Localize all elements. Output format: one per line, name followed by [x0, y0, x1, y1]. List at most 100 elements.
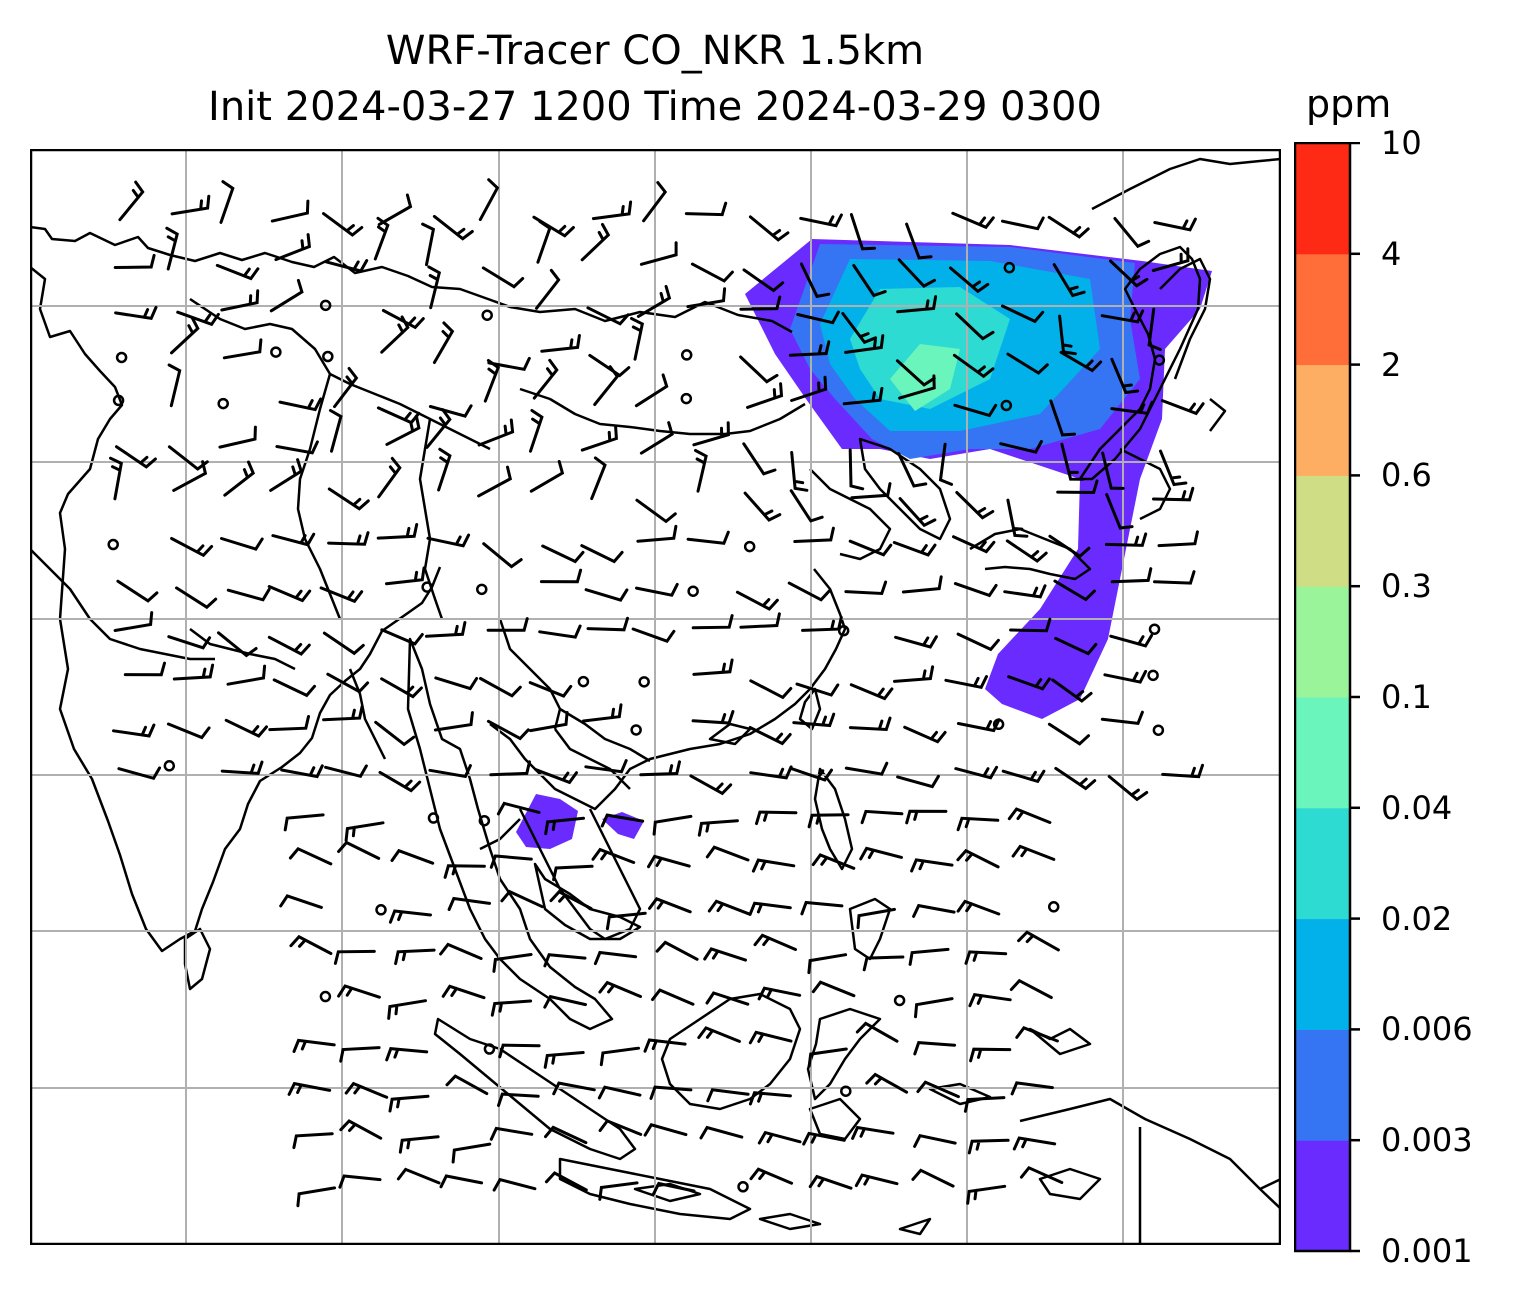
wind-barb [425, 621, 467, 638]
wind-barb [691, 710, 735, 725]
wind-barb [1007, 807, 1052, 824]
wind-barb [487, 356, 531, 371]
wind-barb [167, 363, 182, 408]
wind-barb [280, 764, 324, 779]
colorbar-frame [1294, 142, 1352, 1253]
wind-barb [787, 581, 831, 602]
calm-wind-circle [638, 676, 650, 688]
wind-barb [380, 677, 423, 699]
wind-barb [396, 1167, 441, 1185]
wind-barb [896, 774, 940, 789]
wind-barb [268, 715, 310, 732]
wind-barb [380, 628, 424, 646]
wind-barb [739, 612, 781, 629]
wind-barb [898, 374, 936, 400]
calm-wind-circle [1000, 399, 1013, 412]
calm-wind-circle [687, 585, 699, 597]
wind-barb [176, 310, 220, 327]
wind-barb [428, 764, 472, 779]
wind-barb [481, 266, 525, 289]
wind-barb [218, 425, 257, 449]
wind-barb [580, 425, 618, 452]
calm-wind-circle [319, 299, 332, 312]
calm-wind-circle [680, 392, 693, 405]
wind-barb [1009, 978, 1053, 999]
wind-barb [792, 712, 836, 728]
wind-barb [1051, 678, 1093, 703]
wind-barb [631, 627, 676, 644]
wind-barb [586, 616, 629, 632]
wind-barb [1100, 710, 1144, 726]
wind-barb [543, 953, 587, 968]
wind-barb [432, 321, 455, 364]
wind-barb [380, 315, 410, 354]
wind-barb [580, 544, 624, 564]
wind-barb [376, 523, 419, 540]
wind-barb [441, 984, 486, 1000]
wind-barb [339, 1046, 381, 1063]
wind-barb [1009, 617, 1052, 633]
wind-barb [327, 531, 370, 546]
wind-barb [269, 458, 303, 492]
wind-barb [220, 289, 260, 312]
wind-barb [1109, 634, 1154, 648]
wind-barb [848, 448, 865, 491]
wind-barb [954, 765, 999, 780]
map-frame [30, 149, 1281, 1245]
wind-barb [333, 949, 376, 965]
colorbar-tick-marks [1350, 142, 1360, 1253]
wind-barb [799, 262, 831, 299]
wind-barb [605, 911, 647, 931]
wind-barb [788, 340, 831, 357]
wind-barb [482, 542, 523, 569]
wind-barb [751, 858, 796, 873]
wind-barb [802, 1131, 846, 1146]
wind-barb [636, 285, 672, 318]
wind-barb [532, 358, 559, 400]
wind-barb [1059, 350, 1103, 373]
wind-barb [580, 223, 611, 262]
wind-barb [1147, 307, 1162, 351]
wind-barb [1107, 775, 1149, 802]
wind-barb [956, 899, 1001, 916]
wind-barb [859, 846, 903, 861]
wind-barb [854, 1173, 899, 1188]
wind-barb [172, 663, 215, 681]
wind-barb [535, 268, 561, 310]
wind-barb [224, 718, 268, 738]
wind-barb [743, 491, 782, 522]
wind-barb [748, 1091, 792, 1106]
calm-wind-circle [319, 990, 332, 1003]
wind-barb [226, 588, 271, 602]
wind-barb [1015, 1025, 1059, 1043]
wind-barb [642, 181, 668, 223]
wind-barb [377, 456, 402, 499]
wind-barb [748, 901, 792, 916]
wind-barb [844, 761, 889, 776]
wind-barb [344, 1081, 389, 1099]
wind-barb [552, 864, 594, 882]
wind-barb [842, 386, 884, 406]
wind-barb [1100, 309, 1145, 324]
wind-barb [278, 397, 323, 412]
wind-barb [528, 681, 573, 698]
wind-barb [338, 1174, 382, 1189]
wind-barb [1104, 532, 1148, 547]
wind-barb [865, 1072, 909, 1094]
wind-barb [1109, 259, 1149, 288]
wind-barb [636, 524, 678, 543]
wind-barb [271, 532, 316, 547]
calm-wind-circle [1003, 261, 1016, 274]
wind-barb [443, 864, 486, 879]
calm-wind-circle [992, 718, 1005, 731]
calm-wind-circle [163, 760, 176, 772]
wind-barb [115, 445, 157, 469]
wind-barb [635, 498, 677, 524]
wind-barb [748, 726, 792, 746]
wind-barb [489, 1126, 534, 1141]
wind-barb [447, 896, 491, 911]
wind-barb [584, 588, 629, 602]
wind-barb [529, 711, 569, 733]
wind-barb [793, 526, 835, 543]
wind-barb [1159, 449, 1188, 487]
